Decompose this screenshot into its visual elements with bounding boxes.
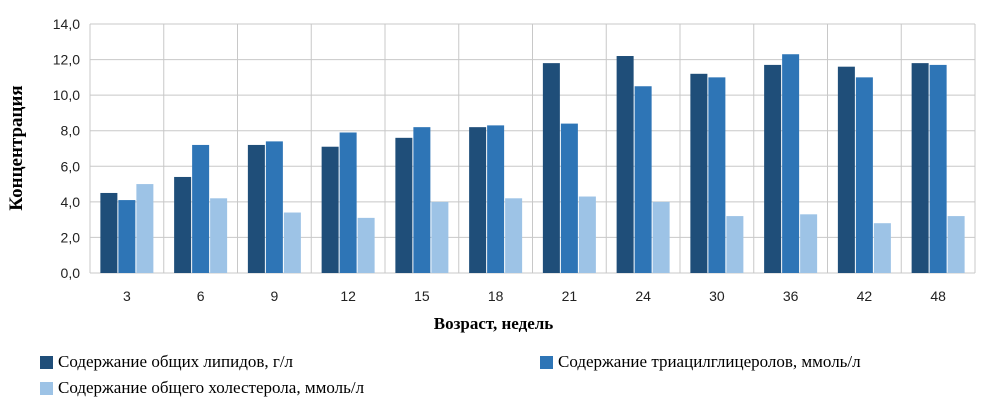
bar bbox=[431, 201, 449, 273]
bar bbox=[192, 144, 210, 273]
legend-label-triacylglycerols: Содержание триацилглицеролов, ммоль/л bbox=[558, 352, 861, 371]
bar bbox=[726, 216, 744, 273]
x-tick-label: 12 bbox=[340, 288, 356, 304]
bar bbox=[652, 201, 670, 273]
legend-item-cholesterol: Содержание общего холестерола, ммоль/л bbox=[40, 378, 364, 398]
x-tick-label: 48 bbox=[930, 288, 946, 304]
bar bbox=[283, 212, 301, 273]
bar-chart: 0,02,04,06,08,010,012,014,03 6 9 12 15 18 21 24… bbox=[6, 16, 976, 304]
bar bbox=[873, 223, 891, 273]
grid-lines bbox=[89, 23, 976, 274]
y-tick-label: 12,0 bbox=[53, 52, 80, 68]
bar bbox=[339, 132, 357, 273]
bar bbox=[947, 216, 965, 273]
bar bbox=[413, 127, 431, 274]
x-tick-label: 15 bbox=[414, 288, 430, 304]
legend: Содержание общих липидов, г/л Содержание… bbox=[0, 352, 987, 412]
y-tick-label: 2,0 bbox=[61, 229, 81, 245]
bar bbox=[469, 127, 487, 274]
bar bbox=[542, 63, 560, 273]
bar bbox=[690, 73, 708, 273]
x-tick-label: 36 bbox=[783, 288, 799, 304]
bars-group bbox=[100, 54, 965, 274]
bar bbox=[357, 217, 375, 273]
x-tick-label: 30 bbox=[709, 288, 725, 304]
bar bbox=[487, 125, 505, 273]
legend-swatch-lipids bbox=[40, 355, 53, 369]
bar bbox=[210, 198, 228, 273]
bar bbox=[100, 192, 118, 273]
bar bbox=[174, 176, 192, 273]
y-tick-label: 14,0 bbox=[53, 16, 80, 32]
bar bbox=[265, 141, 283, 273]
bar bbox=[118, 200, 136, 273]
y-axis-label: Концентрация bbox=[6, 85, 27, 210]
bar bbox=[395, 137, 413, 273]
bar bbox=[837, 66, 855, 273]
legend-swatch-cholesterol bbox=[40, 381, 53, 395]
bar bbox=[929, 64, 947, 274]
bar bbox=[505, 198, 523, 273]
bar bbox=[578, 196, 596, 273]
bar bbox=[708, 77, 726, 273]
bar bbox=[247, 144, 265, 273]
x-tick-label: 6 bbox=[197, 288, 205, 304]
bar bbox=[782, 54, 800, 273]
x-tick-label: 3 bbox=[123, 288, 131, 304]
x-tick-label: 21 bbox=[562, 288, 578, 304]
bar bbox=[855, 77, 873, 273]
bar bbox=[634, 86, 652, 273]
y-tick-label: 6,0 bbox=[61, 158, 81, 174]
x-tick-label: 18 bbox=[488, 288, 504, 304]
legend-item-lipids: Содержание общих липидов, г/л bbox=[40, 352, 293, 372]
tick-labels: 0,02,04,06,08,010,012,014,03 6 9 12 15 18 21 24… bbox=[53, 16, 946, 304]
bar bbox=[764, 64, 782, 274]
bar bbox=[800, 214, 818, 273]
y-tick-label: 4,0 bbox=[61, 194, 81, 210]
legend-label-lipids: Содержание общих липидов, г/л bbox=[58, 352, 294, 371]
bar bbox=[560, 123, 578, 273]
bar bbox=[321, 146, 339, 273]
x-axis-label: Возраст, недель bbox=[433, 314, 554, 333]
bar bbox=[616, 56, 634, 274]
y-tick-label: 8,0 bbox=[61, 123, 81, 139]
legend-label-cholesterol: Содержание общего холестерола, ммоль/л bbox=[58, 378, 365, 397]
x-tick-label: 24 bbox=[635, 288, 651, 304]
x-tick-label: 42 bbox=[857, 288, 873, 304]
y-tick-label: 0,0 bbox=[61, 265, 81, 281]
bar bbox=[911, 63, 929, 273]
legend-swatch-triacylglycerols bbox=[540, 355, 553, 369]
x-tick-label: 9 bbox=[270, 288, 278, 304]
legend-item-triacylglycerols: Содержание триацилглицеролов, ммоль/л bbox=[540, 352, 861, 372]
bar bbox=[136, 184, 154, 273]
y-tick-label: 10,0 bbox=[53, 87, 80, 103]
